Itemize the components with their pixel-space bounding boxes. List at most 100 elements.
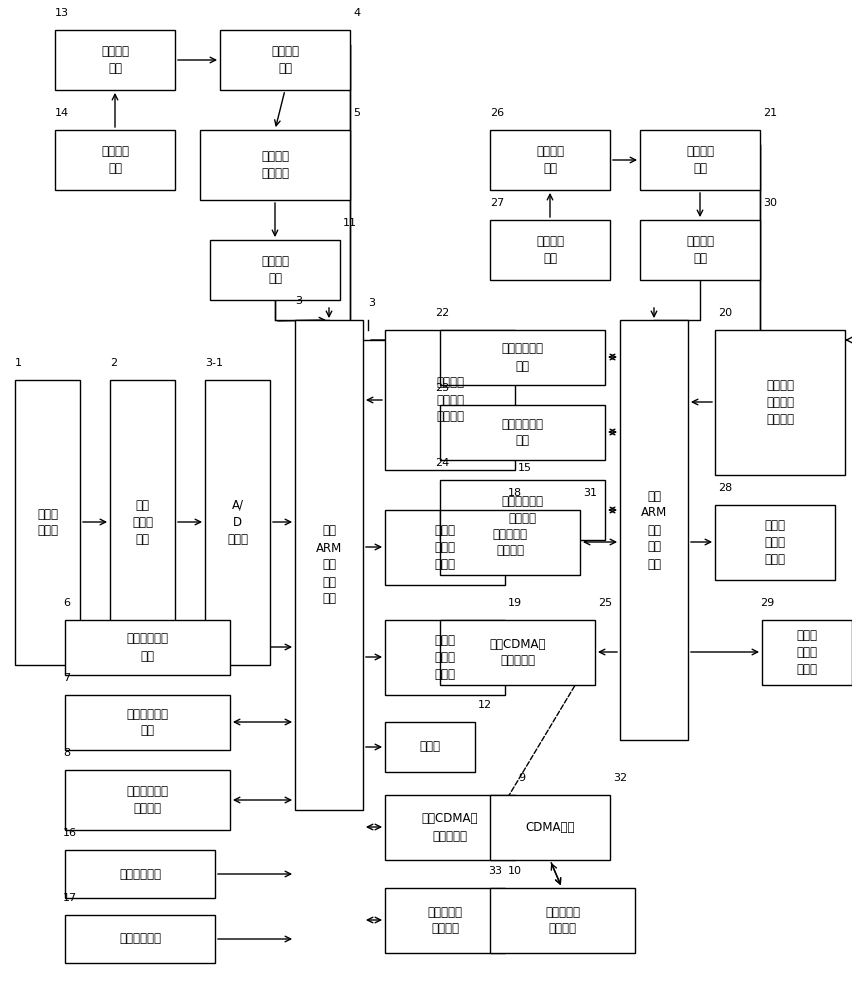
Bar	[65, 915, 215, 963]
Text: 第二
ARM
微控
制器
模块: 第二 ARM 微控 制器 模块	[640, 489, 666, 570]
Text: 第二复位电路
模块: 第二复位电路 模块	[501, 418, 543, 448]
Text: 15: 15	[517, 463, 532, 473]
Text: 1: 1	[15, 358, 22, 368]
Text: 30: 30	[762, 198, 776, 208]
Text: 12: 12	[477, 700, 492, 710]
Bar	[440, 510, 579, 575]
Text: 31: 31	[582, 488, 596, 498]
Text: 3: 3	[295, 296, 302, 306]
Text: 第一CDMA无
线通信模块: 第一CDMA无 线通信模块	[421, 812, 478, 842]
Text: 23: 23	[435, 383, 449, 393]
Bar	[384, 510, 504, 585]
Text: 第一数据存储
电路模块: 第一数据存储 电路模块	[126, 785, 169, 815]
Text: 4: 4	[353, 8, 360, 18]
Bar	[639, 130, 759, 190]
Bar	[761, 620, 851, 685]
Bar	[65, 695, 230, 750]
Bar	[440, 480, 604, 540]
Text: 第二充电
电路: 第二充电 电路	[535, 145, 563, 175]
Text: 3-1: 3-1	[204, 358, 222, 368]
Text: 20: 20	[717, 308, 731, 318]
Text: 13: 13	[55, 8, 69, 18]
Text: 28: 28	[717, 483, 731, 493]
Text: 27: 27	[489, 198, 504, 208]
Bar	[65, 850, 215, 898]
Bar	[489, 130, 609, 190]
Text: 第二电源
开关: 第二电源 开关	[685, 235, 713, 265]
Bar	[384, 620, 504, 695]
Text: 电源管理
电路模块: 电源管理 电路模块	[261, 150, 289, 180]
Text: 第一电源
开关: 第一电源 开关	[261, 255, 289, 285]
Text: 8: 8	[63, 748, 70, 758]
Text: 10: 10	[508, 866, 521, 876]
Text: 22: 22	[435, 308, 449, 318]
Text: 第二晶振电路
模块: 第二晶振电路 模块	[501, 342, 543, 372]
Text: 9: 9	[517, 773, 525, 783]
Bar	[199, 130, 349, 200]
Text: 24: 24	[435, 458, 449, 468]
Text: 第二充电
电池: 第二充电 电池	[685, 145, 713, 175]
Text: 2: 2	[110, 358, 117, 368]
Text: 时钟电路模块: 时钟电路模块	[119, 867, 161, 880]
Text: 第二充电
接口: 第二充电 接口	[535, 235, 563, 265]
Text: 第一充电
电路: 第一充电 电路	[101, 45, 129, 75]
Text: 第二CDMA无
线通信模块: 第二CDMA无 线通信模块	[489, 638, 545, 668]
Text: 第一电
池电量
指示灯: 第一电 池电量 指示灯	[434, 524, 455, 571]
Text: 17: 17	[63, 893, 77, 903]
Text: 信号
预处理
模块: 信号 预处理 模块	[132, 499, 153, 546]
Bar	[714, 505, 834, 580]
Text: 6: 6	[63, 598, 70, 608]
Text: 第二无线通
信指示灯: 第二无线通 信指示灯	[492, 528, 527, 558]
Text: 18: 18	[508, 488, 521, 498]
Bar	[440, 330, 604, 385]
Text: 特高频
传感器: 特高频 传感器	[37, 508, 58, 538]
Text: 21: 21	[762, 108, 776, 118]
Text: A/
D
转换器: A/ D 转换器	[227, 499, 248, 546]
Bar	[204, 380, 270, 665]
Bar	[384, 722, 475, 772]
Text: 第一晶振电路
模块: 第一晶振电路 模块	[126, 633, 169, 662]
Bar	[639, 220, 759, 280]
Bar	[489, 220, 609, 280]
Bar	[220, 30, 349, 90]
Text: 32: 32	[613, 773, 626, 783]
Bar	[440, 620, 595, 685]
Text: CDMA网络: CDMA网络	[525, 821, 574, 834]
Bar	[384, 795, 515, 860]
Text: 25: 25	[597, 598, 612, 608]
Bar	[65, 770, 230, 830]
Bar	[714, 330, 844, 475]
Bar	[384, 888, 504, 953]
Bar	[489, 888, 634, 953]
Bar	[210, 240, 340, 300]
Bar	[440, 405, 604, 460]
Text: 第二电
池电量
指示灯: 第二电 池电量 指示灯	[796, 629, 816, 676]
Text: 第一无线通
信指示灯: 第一无线通 信指示灯	[427, 906, 462, 936]
Text: 超声波传感器: 超声波传感器	[119, 932, 161, 946]
Text: 14: 14	[55, 108, 69, 118]
Text: 闪光灯: 闪光灯	[419, 740, 440, 754]
Bar	[489, 795, 609, 860]
Text: 第一复位电路
模块: 第一复位电路 模块	[126, 708, 169, 738]
Text: 5: 5	[353, 108, 360, 118]
Text: 26: 26	[489, 108, 504, 118]
Text: 第一充电
接口: 第一充电 接口	[101, 145, 129, 175]
Bar	[55, 30, 175, 90]
Text: 以太网通信
电路模块: 以太网通信 电路模块	[544, 906, 579, 936]
Bar	[65, 620, 230, 675]
Text: 第二电
池电量
指示灯: 第二电 池电量 指示灯	[763, 519, 785, 566]
Bar	[55, 130, 175, 190]
Text: 19: 19	[508, 598, 521, 608]
Text: 33: 33	[487, 866, 502, 876]
Bar	[619, 320, 688, 740]
Text: 第二数据存储
电路模块: 第二数据存储 电路模块	[501, 495, 543, 525]
Text: 11: 11	[343, 218, 357, 228]
Text: 第一电池
电量检测
电路模块: 第一电池 电量检测 电路模块	[435, 376, 463, 424]
Text: 3: 3	[367, 298, 375, 308]
Text: 蜂鸣器
报警电
路模块: 蜂鸣器 报警电 路模块	[434, 634, 455, 681]
Text: 7: 7	[63, 673, 70, 683]
Bar	[110, 380, 175, 665]
Text: 29: 29	[759, 598, 774, 608]
Text: 第一
ARM
微控
制器
模块: 第一 ARM 微控 制器 模块	[315, 524, 342, 605]
Bar	[295, 320, 363, 810]
